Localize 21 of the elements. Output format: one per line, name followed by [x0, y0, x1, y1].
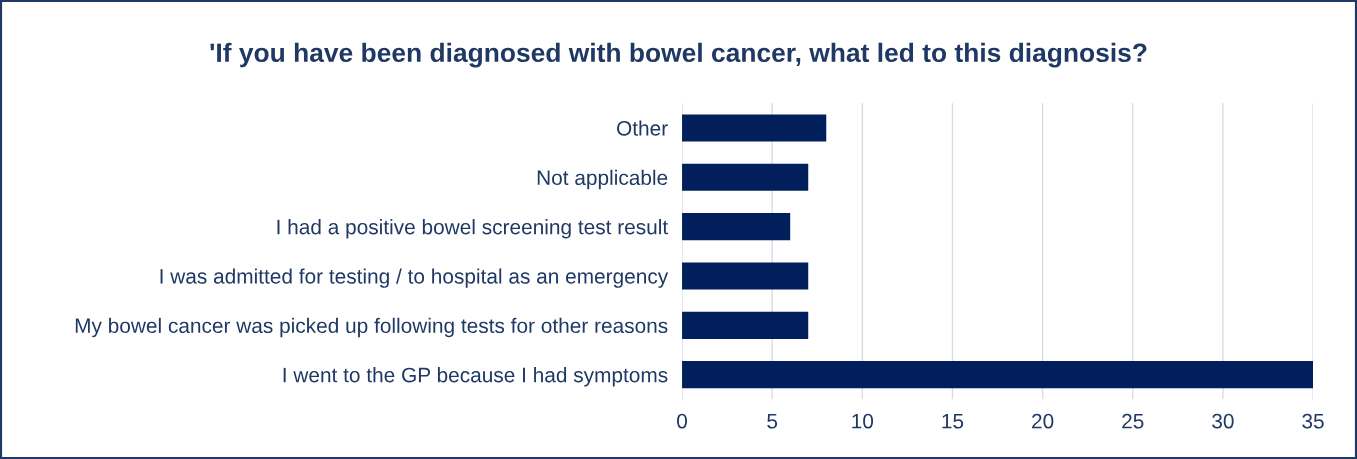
y-tick-label: Not applicable	[537, 169, 668, 190]
x-tick-label: 20	[1032, 413, 1054, 429]
bar	[682, 163, 809, 191]
bar	[682, 262, 809, 290]
x-tick-label: 5	[767, 413, 778, 429]
y-tick-label: My bowel cancer was picked up following tests for other reasons	[75, 317, 668, 338]
y-tick-label: I had a positive bowel screening test result	[277, 219, 669, 239]
bar	[682, 114, 827, 142]
bar	[682, 361, 1314, 389]
x-tick-label: 10	[852, 413, 874, 429]
chart-title: 'If you have been diagnosed with bowel cancer, what led to this diagnosis?	[210, 42, 1147, 68]
bar	[682, 311, 809, 339]
y-tick-label: I was admitted for testing / to hospital as an emergency	[160, 268, 669, 288]
y-tick-label: Other	[617, 120, 668, 136]
x-tick-label: 30	[1212, 413, 1234, 429]
bar	[682, 213, 791, 241]
x-tick-label: 25	[1122, 413, 1144, 429]
x-tick-label: 15	[942, 413, 964, 429]
x-tick-label: 0	[677, 413, 688, 429]
x-tick-label: 35	[1302, 413, 1324, 429]
y-tick-label: I went to the GP because I had symptoms	[283, 367, 668, 387]
